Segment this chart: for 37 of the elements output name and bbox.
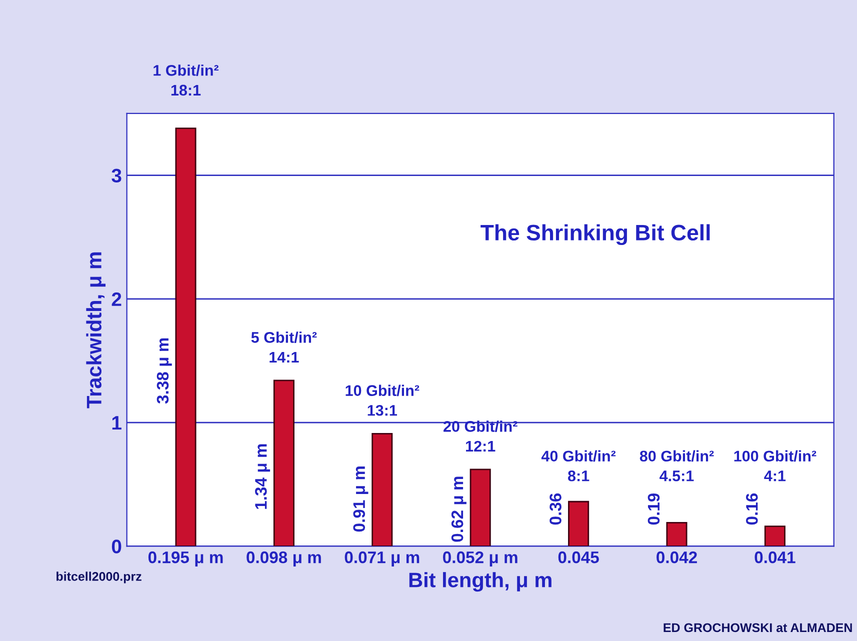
y-axis-title: Trackwidth, μ m	[86, 252, 106, 408]
text: The Shrinking Bit Cell	[480, 224, 710, 246]
annotation: 100 Gbit/in² 4:1	[734, 450, 816, 482]
annotation: 10 Gbit/in² 13:1	[346, 384, 420, 416]
bar	[764, 526, 786, 546]
bar	[372, 432, 393, 546]
bar	[470, 468, 491, 546]
bar	[273, 380, 294, 546]
data-label: 0.36	[550, 493, 562, 525]
text: ED GROCHOWSKI at ALMADEN	[664, 623, 852, 632]
data-label: 0.16	[746, 493, 758, 525]
x-tick-label: 0.045	[558, 551, 599, 564]
y-tick-label: 1	[112, 416, 122, 430]
annotation: 5 Gbit/in² 14:1	[251, 332, 317, 362]
text: bitcell2000.prz	[56, 572, 142, 584]
x-tick-label: 0.098 μ m	[246, 551, 321, 566]
y-tick-label: 3	[112, 168, 122, 183]
x-tick-label: 0.052 μ m	[443, 551, 518, 566]
x-tick-label: 0.071 μ m	[344, 551, 420, 566]
data-label: 3.38 μ m	[156, 338, 172, 404]
data-label: 0.19	[648, 493, 660, 525]
text: 1 Gbit/in² 18:1	[154, 64, 219, 96]
x-axis-title: Bit length, μ m	[409, 572, 552, 592]
x-tick-label: 0.195 μ m	[148, 551, 223, 566]
annotation: 40 Gbit/in² 8:1	[541, 450, 616, 482]
data-label: 0.91 μ m	[353, 466, 368, 532]
bar	[666, 522, 688, 546]
x-tick-label: 0.042	[656, 551, 697, 564]
x-tick-label: 0.041	[754, 551, 796, 564]
data-label: 0.62 μ m	[451, 476, 466, 542]
data-label: 1.34 μ m	[255, 444, 270, 509]
annotation: 80 Gbit/in² 4.5:1	[640, 450, 714, 482]
bar	[568, 500, 590, 546]
bar	[175, 128, 196, 546]
y-tick-label: 2	[112, 292, 122, 306]
y-tick-label: 0	[112, 540, 122, 554]
annotation: 20 Gbit/in² 12:1	[444, 420, 518, 452]
